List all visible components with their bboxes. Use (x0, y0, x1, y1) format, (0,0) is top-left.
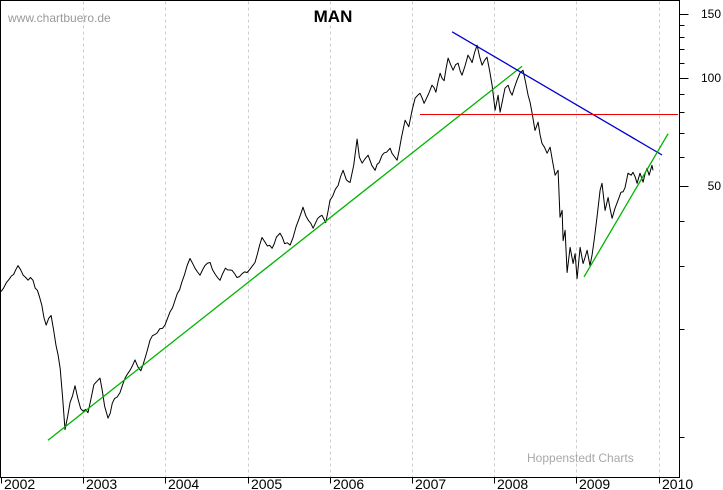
x-year-label: 2005 (251, 476, 282, 490)
y-tick-label: 50 (708, 179, 722, 193)
page-title: MAN (314, 7, 353, 26)
trendline-uptrend-recovery (583, 133, 669, 278)
plot-border (0, 0, 680, 478)
x-year-label: 2009 (579, 476, 610, 490)
trendline-downtrend-blue (451, 31, 663, 156)
y-tick-label: 150 (701, 7, 721, 21)
x-year-label: 2007 (415, 476, 446, 490)
x-year-label: 2003 (86, 476, 117, 490)
price-line (0, 44, 654, 431)
x-year-label: 2006 (333, 476, 364, 490)
x-year-label: 2010 (662, 476, 693, 490)
x-year-label: 2008 (497, 476, 528, 490)
trendline-uptrend-main (47, 65, 523, 441)
gridlines (83, 1, 660, 478)
trendlines (47, 31, 678, 441)
y-tick-label: 100 (701, 71, 721, 85)
hoppenstedt-watermark: Hoppenstedt Charts (527, 451, 634, 465)
chartbuero-watermark: www.chartbuero.de (7, 11, 111, 25)
price-series (0, 44, 654, 431)
x-year-label: 2002 (4, 476, 35, 490)
x-year-label: 2004 (168, 476, 199, 490)
